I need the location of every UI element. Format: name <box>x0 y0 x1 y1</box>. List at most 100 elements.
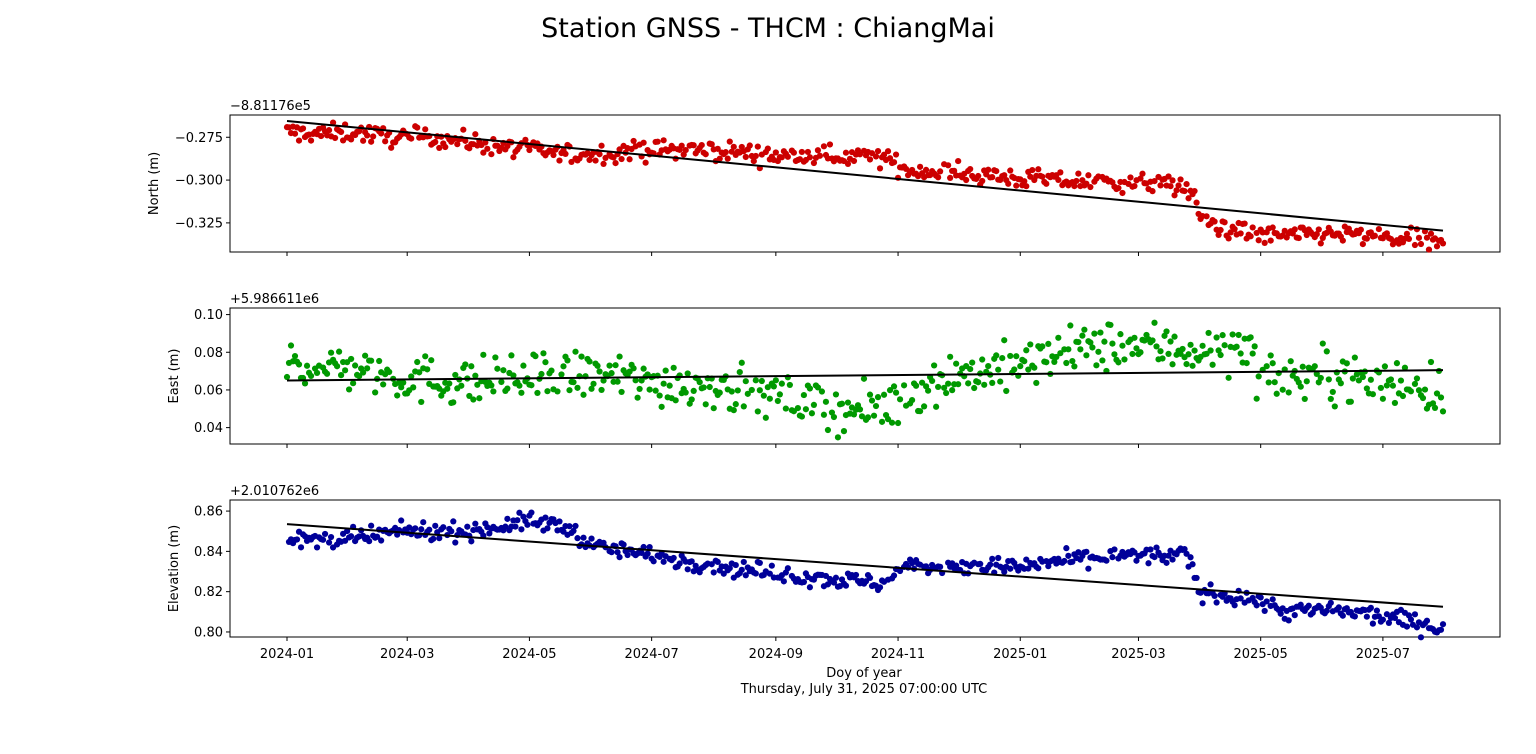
data-point <box>362 352 369 359</box>
data-point <box>963 176 970 184</box>
data-point <box>866 156 874 163</box>
data-point <box>1253 602 1260 609</box>
data-point <box>1269 224 1276 231</box>
data-point <box>301 380 309 387</box>
data-point <box>1175 182 1182 189</box>
data-point <box>618 155 625 163</box>
data-point <box>1171 192 1178 199</box>
data-point <box>1315 226 1322 233</box>
data-point <box>1351 613 1358 620</box>
data-point <box>1031 364 1038 371</box>
data-point <box>416 369 423 376</box>
data-point <box>1237 350 1244 357</box>
data-point <box>874 147 882 155</box>
data-point <box>1087 183 1094 191</box>
data-point <box>672 397 679 404</box>
data-point <box>516 509 523 516</box>
data-point <box>1237 595 1244 602</box>
data-point <box>1323 607 1330 614</box>
data-point <box>566 387 573 394</box>
data-point <box>1393 360 1401 367</box>
data-point <box>896 567 904 575</box>
data-point <box>870 412 878 419</box>
data-point <box>562 150 569 157</box>
data-point <box>1053 353 1060 361</box>
data-point <box>1375 225 1382 233</box>
data-point <box>468 363 475 370</box>
data-point <box>1163 559 1170 566</box>
y-axis-label: East (m) <box>167 349 182 404</box>
data-point <box>494 365 501 372</box>
data-point <box>746 142 753 149</box>
data-point <box>472 520 479 527</box>
data-point <box>1215 347 1222 354</box>
data-point <box>1043 180 1050 187</box>
data-point <box>866 574 874 581</box>
data-point <box>724 155 731 162</box>
data-point <box>488 151 495 158</box>
data-point <box>794 405 801 412</box>
data-point <box>1029 166 1036 174</box>
data-point <box>872 402 880 410</box>
data-point <box>1417 240 1425 248</box>
data-point <box>1097 329 1104 336</box>
data-point <box>1167 183 1174 190</box>
data-point <box>700 384 707 391</box>
data-point <box>566 523 573 530</box>
data-point <box>638 377 645 384</box>
data-point <box>730 143 737 150</box>
data-point <box>1269 360 1276 367</box>
data-point <box>874 394 882 401</box>
trend-line <box>286 523 1444 608</box>
data-point <box>830 413 838 421</box>
data-point <box>732 401 739 408</box>
axes-frame <box>229 307 1501 445</box>
data-point <box>1149 337 1156 344</box>
data-point <box>1027 341 1034 348</box>
data-point <box>350 380 357 387</box>
data-point <box>682 146 689 154</box>
data-point <box>772 377 779 384</box>
data-point <box>1119 342 1126 349</box>
data-point <box>880 391 888 398</box>
data-point <box>782 405 789 412</box>
data-point <box>1425 246 1433 253</box>
data-point <box>1023 183 1030 190</box>
data-point <box>1109 340 1116 347</box>
data-point <box>632 377 639 384</box>
data-point <box>1131 549 1138 556</box>
data-point <box>654 138 661 145</box>
data-point <box>1103 557 1110 564</box>
data-point <box>1399 392 1407 400</box>
data-point <box>1267 237 1274 244</box>
data-point <box>838 400 846 407</box>
data-point <box>842 582 850 589</box>
data-point <box>636 385 643 393</box>
data-point <box>642 159 649 166</box>
data-point <box>1241 220 1248 227</box>
data-point <box>1385 619 1393 627</box>
data-point <box>734 387 741 394</box>
data-point <box>947 353 954 360</box>
data-point <box>380 381 387 388</box>
data-point <box>514 517 521 524</box>
data-point <box>850 157 858 165</box>
data-point <box>1285 389 1292 396</box>
data-point <box>1169 177 1176 184</box>
data-point <box>1383 230 1391 237</box>
data-point <box>612 362 619 369</box>
data-point <box>947 174 954 182</box>
data-point <box>596 151 603 158</box>
data-point <box>594 362 601 369</box>
data-point <box>981 381 988 388</box>
data-point <box>1311 363 1318 370</box>
data-point <box>993 352 1000 359</box>
data-point <box>856 151 864 158</box>
data-point <box>864 414 872 421</box>
data-point <box>1017 363 1024 370</box>
axis-offset-label: +5.986611e6 <box>230 292 319 307</box>
data-point <box>614 549 621 556</box>
data-point <box>580 391 587 398</box>
data-point <box>736 369 743 376</box>
data-point <box>540 350 547 357</box>
